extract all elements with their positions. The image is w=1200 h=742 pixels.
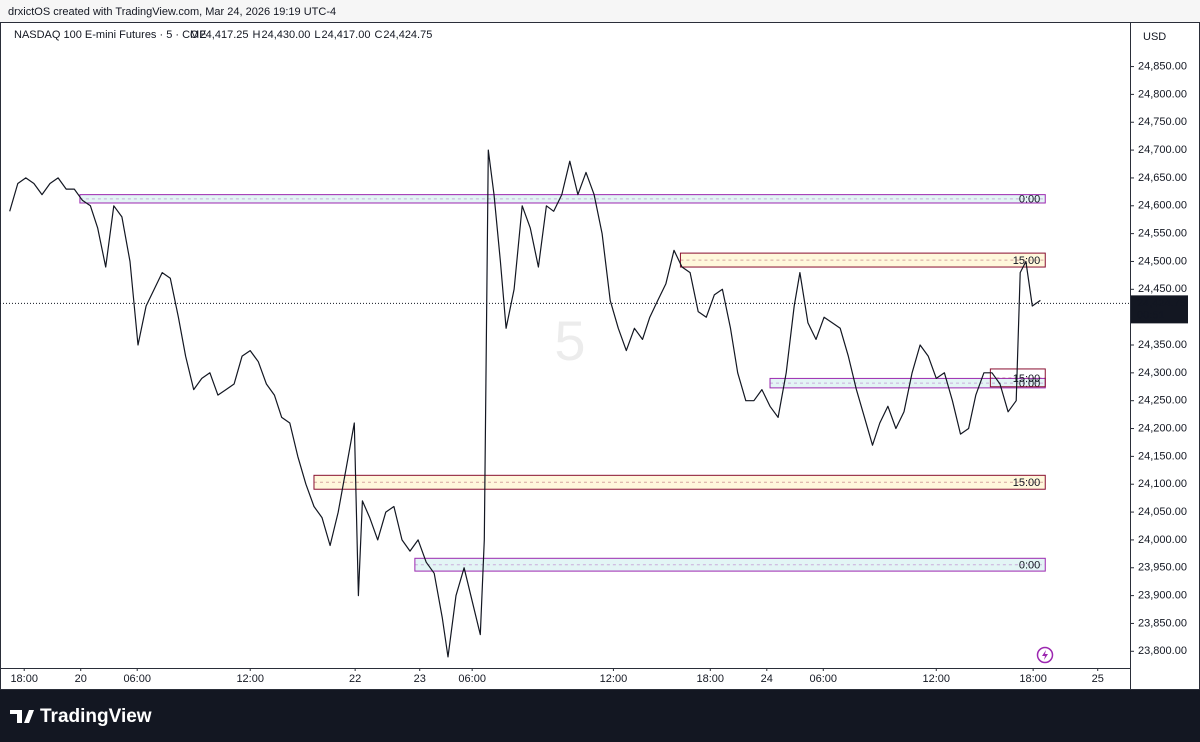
zone-box <box>79 194 1046 204</box>
ohlc-value: 24,424.75 <box>383 29 432 41</box>
y-tick-label: 24,750.00 <box>1138 116 1187 128</box>
x-tick-label: 12:00 <box>923 673 951 685</box>
y-tick-label: 24,450.00 <box>1138 283 1187 295</box>
last-price-box <box>1131 295 1188 324</box>
currency: USD <box>1143 31 1166 43</box>
y-tick-label: 23,800.00 <box>1138 645 1187 657</box>
y-tick-label: 24,650.00 <box>1138 172 1187 184</box>
x-tick-label: 23 <box>414 673 426 685</box>
x-tick-label: 20 <box>75 673 87 685</box>
footer <box>0 690 1200 742</box>
x-tick-label: 22 <box>349 673 361 685</box>
y-tick-label: 24,500.00 <box>1138 255 1187 267</box>
x-tick-label: 18:00 <box>1019 673 1047 685</box>
zone-box <box>414 557 1046 572</box>
y-tick-label: 24,050.00 <box>1138 506 1187 518</box>
zone-box <box>989 368 1046 388</box>
zone-label: 0:00 <box>1019 560 1040 572</box>
y-tick-label: 23,950.00 <box>1138 562 1187 574</box>
x-tick-label: 12:00 <box>600 673 628 685</box>
bar-countdown: 00:51 <box>1137 309 1165 321</box>
y-tick-label: 24,350.00 <box>1138 339 1187 351</box>
y-tick-label: 24,700.00 <box>1138 144 1187 156</box>
logo-mark <box>10 710 34 723</box>
top-bar-text: drxictOS created with TradingView.com, M… <box>8 6 336 18</box>
y-tick-label: 23,900.00 <box>1138 590 1187 602</box>
x-tick-label: 06:00 <box>123 673 151 685</box>
ohlc-key: H <box>253 29 261 41</box>
x-tick-label: 06:00 <box>810 673 838 685</box>
zone-label: 0:00 <box>1019 194 1040 206</box>
x-tick-label: 12:00 <box>236 673 264 685</box>
alert-icon[interactable] <box>1036 646 1054 664</box>
y-tick-label: 24,150.00 <box>1138 450 1187 462</box>
y-tick-label: 24,000.00 <box>1138 534 1187 546</box>
y-tick-label: 24,300.00 <box>1138 367 1187 379</box>
y-tick-label: 24,550.00 <box>1138 228 1187 240</box>
ohlc-value: 24,417.00 <box>322 29 371 41</box>
x-tick-label: 25 <box>1092 673 1104 685</box>
ohlc-value: 24,430.00 <box>261 29 310 41</box>
ohlc-key: L <box>314 29 320 41</box>
x-tick-label: 06:00 <box>458 673 486 685</box>
zone-box <box>313 474 1046 490</box>
price-line <box>9 149 1041 658</box>
zone-label: 15:00 <box>1013 373 1041 385</box>
logo-text: TradingView <box>40 706 152 727</box>
ohlc-legend: O 24,417.25 H 24,430.00 L 24,417.00 C 24,424.75 <box>190 29 432 41</box>
zone-label: 15:00 <box>1013 477 1041 489</box>
zone-label: 15:00 <box>1013 255 1041 267</box>
top-bar <box>0 0 1200 22</box>
x-tick-label: 24 <box>761 673 773 685</box>
symbol-name: NASDAQ 100 E-mini Futures · 5 · CME <box>14 29 207 41</box>
alert-icon-bolt <box>1042 650 1048 660</box>
zone-box <box>679 252 1046 268</box>
y-tick-label: 24,850.00 <box>1138 60 1187 72</box>
ohlc-value: 24,417.25 <box>200 29 249 41</box>
y-tick-label: 24,100.00 <box>1138 478 1187 490</box>
y-tick-label: 23,850.00 <box>1138 617 1187 629</box>
y-tick-label: 24,200.00 <box>1138 422 1187 434</box>
y-tick-label: 24,250.00 <box>1138 395 1187 407</box>
x-tick-label: 18:00 <box>10 673 38 685</box>
interval-watermark: 5 <box>554 309 585 372</box>
x-tick-label: 18:00 <box>697 673 725 685</box>
ohlc-key: O <box>190 29 199 41</box>
y-tick-label: 24,600.00 <box>1138 200 1187 212</box>
y-tick-label: 24,800.00 <box>1138 88 1187 100</box>
ohlc-key: C <box>374 29 382 41</box>
last-price-label: 24,424.75 <box>1137 297 1186 309</box>
